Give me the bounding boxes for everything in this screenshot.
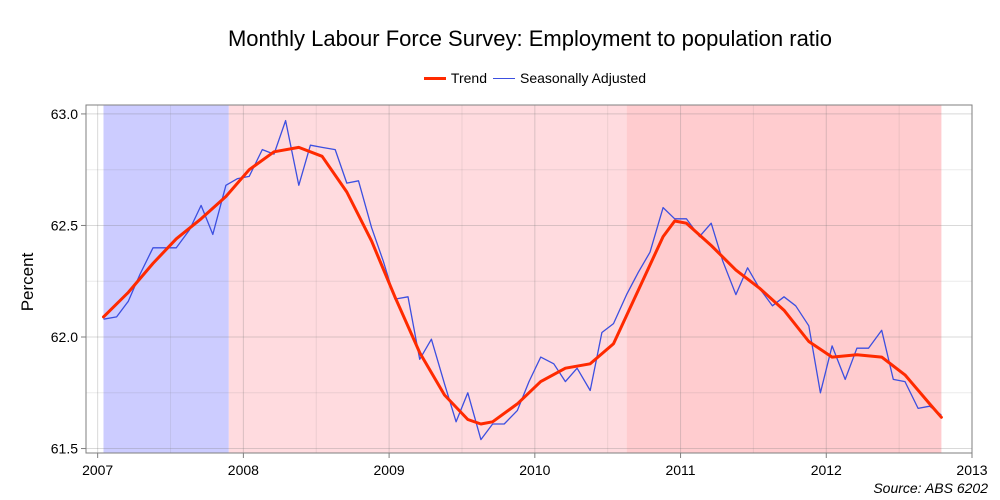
x-tick-label: 2013 [956, 462, 987, 478]
series-line-trend [102, 145, 943, 426]
x-tick-label: 2011 [665, 462, 695, 478]
legend-swatch-trend [423, 76, 446, 80]
legend-swatch-seasonally-adjusted [492, 77, 515, 79]
source-note: Source: ABS 6202 [873, 480, 988, 496]
shaded-period-3 [626, 105, 942, 453]
plot-frame [85, 104, 973, 454]
x-tick-label: 2010 [519, 462, 550, 478]
legend-item-seasonally-adjusted: Seasonally Adjusted [492, 70, 647, 86]
legend: Trend Seasonally Adjusted [0, 70, 1000, 86]
shaded-period-2 [228, 105, 627, 453]
legend-label-trend: Trend [450, 70, 487, 86]
y-tick-label: 61.5 [51, 441, 78, 457]
y-tick-label: 62.0 [51, 329, 78, 345]
shaded-period-1 [103, 105, 229, 453]
x-tick-label: 2008 [228, 462, 259, 478]
legend-label-seasonally-adjusted: Seasonally Adjusted [519, 70, 647, 86]
y-tick-label: 62.5 [51, 217, 78, 233]
y-tick-label: 63.0 [51, 106, 78, 122]
chart-title: Monthly Labour Force Survey: Employment … [227, 26, 833, 51]
x-tick-label: 2007 [82, 462, 113, 478]
legend-item-trend: Trend [423, 70, 487, 86]
x-tick-label: 2012 [811, 462, 842, 478]
x-tick-label: 2009 [374, 462, 405, 478]
